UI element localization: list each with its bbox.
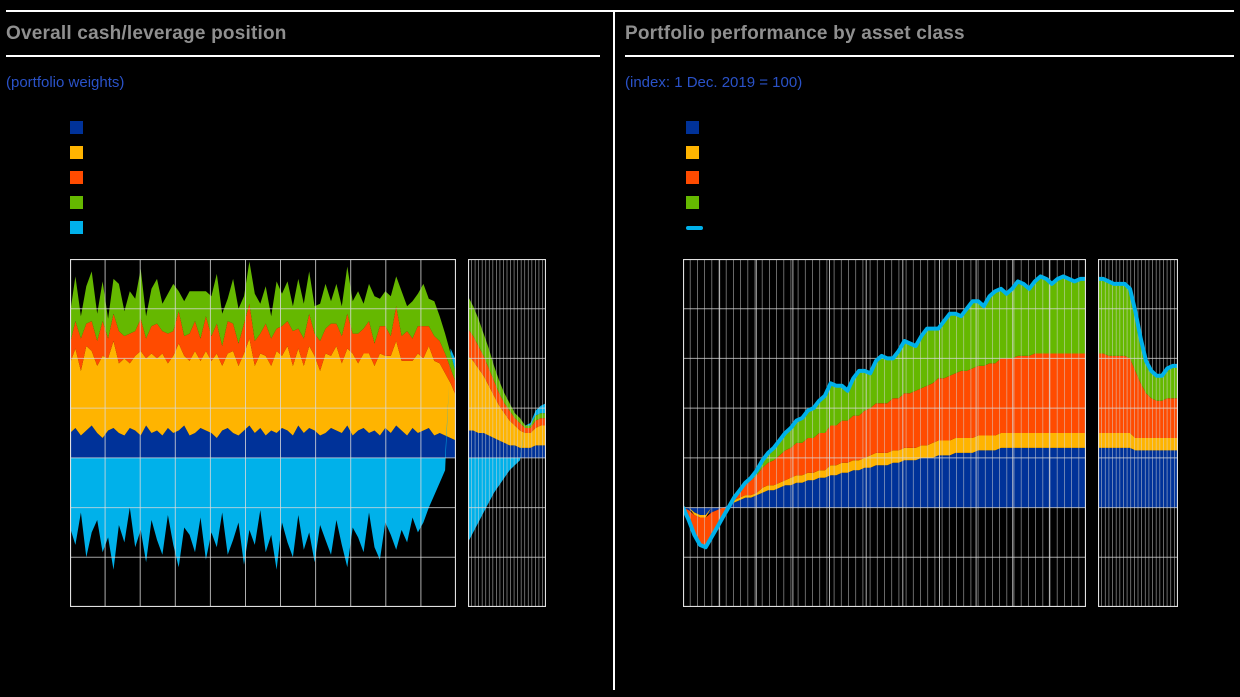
panel-subtitle: (index: 1 Dec. 2019 = 100) (625, 74, 803, 91)
legend-item (70, 140, 600, 165)
legend-item (686, 190, 1234, 215)
legend-item (686, 140, 1234, 165)
performance-recent-chart (1098, 259, 1178, 607)
legend-square-marker (70, 146, 83, 159)
panel-divider (613, 10, 615, 690)
performance-panel: Portfolio performance by asset class (in… (625, 14, 1234, 607)
performance-main-chart (683, 259, 1086, 607)
top-rule (6, 10, 1234, 12)
legend-item (70, 215, 600, 240)
legend-square-marker (686, 146, 699, 159)
legend-line-marker (686, 225, 703, 230)
chart-row (70, 259, 600, 607)
legend-square-marker (70, 171, 83, 184)
cash-leverage-main-chart (70, 259, 456, 607)
legend (70, 115, 600, 240)
panel-title: Overall cash/leverage position (6, 23, 287, 44)
legend-item (686, 165, 1234, 190)
legend-item (70, 115, 600, 140)
legend-square-marker (70, 196, 83, 209)
title-rule (625, 55, 1234, 57)
legend-item (686, 215, 1234, 240)
legend-square-marker (70, 121, 83, 134)
legend-square-marker (686, 196, 699, 209)
legend (686, 115, 1234, 240)
legend-item (70, 190, 600, 215)
chart-row (683, 259, 1234, 607)
cash-leverage-panel: Overall cash/leverage position (portfoli… (6, 14, 600, 607)
title-rule (6, 55, 600, 57)
legend-square-marker (686, 171, 699, 184)
legend-square-marker (70, 221, 83, 234)
panel-title: Portfolio performance by asset class (625, 23, 965, 44)
cash-leverage-recent-chart (468, 259, 546, 607)
legend-item (70, 165, 600, 190)
legend-square-marker (686, 121, 699, 134)
legend-item (686, 115, 1234, 140)
panel-subtitle: (portfolio weights) (6, 74, 125, 91)
